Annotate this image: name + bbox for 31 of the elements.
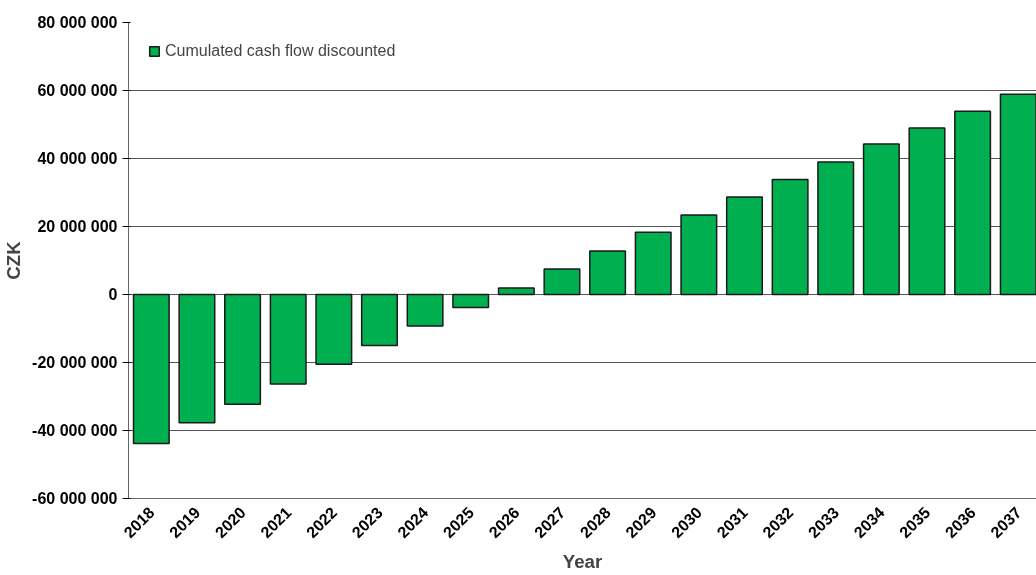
y-tick-label: 20 000 000 — [37, 218, 118, 235]
y-tick-label: 60 000 000 — [37, 82, 118, 99]
bar — [224, 293, 262, 406]
bar — [954, 110, 992, 296]
bar — [452, 293, 490, 309]
legend-label: Cumulated cash flow discounted — [165, 42, 396, 60]
bar — [315, 293, 353, 365]
bar — [862, 143, 900, 296]
x-axis-title: Year — [562, 551, 603, 573]
y-tick-label: -60 000 000 — [32, 490, 118, 507]
bar — [725, 196, 764, 296]
bar — [543, 268, 581, 296]
bar — [132, 293, 170, 445]
y-axis-title: CZK — [3, 240, 25, 280]
y-tick-label: 0 — [108, 286, 118, 303]
bar — [360, 293, 398, 347]
bar — [908, 127, 946, 296]
y-tick-label: -20 000 000 — [32, 354, 118, 371]
bar — [497, 287, 535, 296]
bar — [589, 250, 627, 296]
bar — [999, 93, 1036, 296]
y-tick-label: 80 000 000 — [37, 14, 118, 31]
bar — [771, 178, 809, 296]
bar — [269, 293, 307, 385]
bar — [178, 293, 216, 424]
bar — [406, 293, 444, 327]
bar — [634, 231, 672, 296]
bar — [817, 161, 855, 296]
y-tick-label: 40 000 000 — [37, 150, 118, 167]
bar — [680, 214, 718, 296]
y-tick-label: -40 000 000 — [32, 422, 118, 439]
